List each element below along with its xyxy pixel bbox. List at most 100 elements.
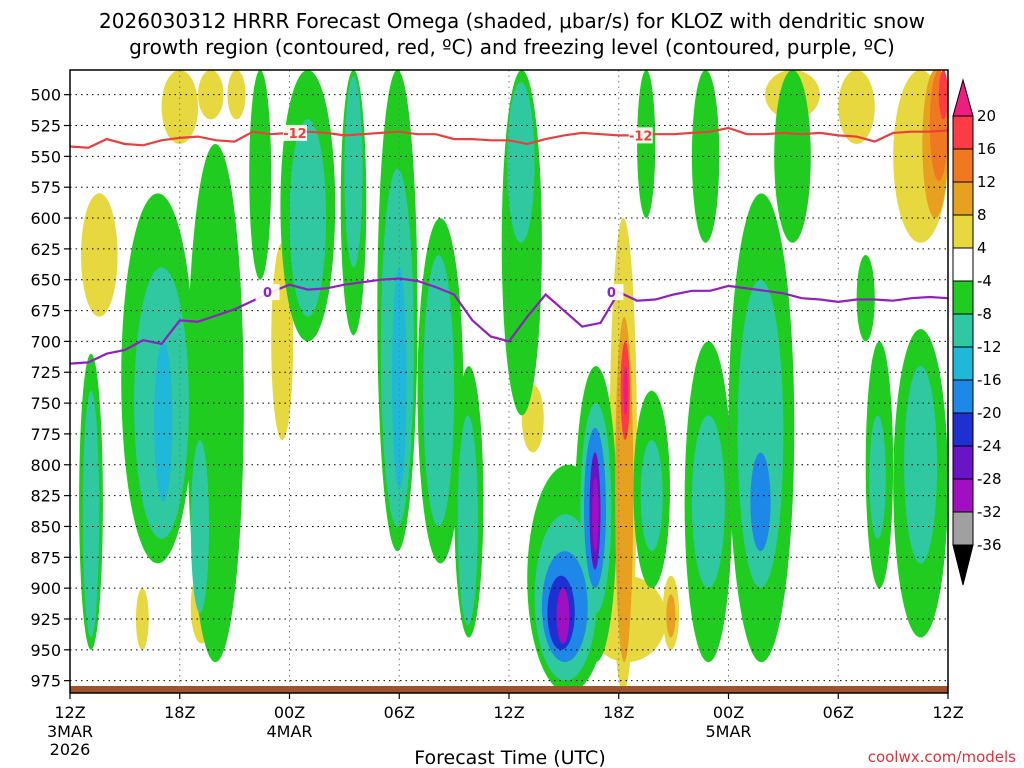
y-tick-label-12: 800 <box>30 456 61 475</box>
y-tick-label-13: 825 <box>30 487 61 506</box>
contour-line-1 <box>70 277 948 365</box>
omega-region-39 <box>344 76 363 268</box>
x-tick-label-1: 18Z <box>164 703 195 722</box>
x-tick-label-2: 00Z <box>274 703 305 722</box>
colorbar-box-8 <box>952 346 974 381</box>
y-tick-label-5: 625 <box>30 240 61 259</box>
colorbar-box-6 <box>952 280 974 315</box>
colorbar-label-10: -24 <box>977 437 1002 455</box>
y-tick-label-0: 500 <box>30 86 61 105</box>
omega-region-44 <box>82 390 100 638</box>
x-tick-label-7: 06Z <box>823 703 854 722</box>
y-tick-label-15: 875 <box>30 548 61 567</box>
omega-region-60 <box>750 452 771 552</box>
x-axis-label: Forecast Time (UTC) <box>414 747 605 768</box>
omega-region-52 <box>737 279 784 589</box>
colorbar-label-2: 12 <box>977 173 996 191</box>
omega-region-37 <box>666 594 676 638</box>
colorbar-label-12: -32 <box>977 503 1002 521</box>
y-tick-label-10: 750 <box>30 394 61 413</box>
chart-title-line1: 2026030312 HRRR Forecast Omega (shaded, … <box>99 9 925 33</box>
omega-region-50 <box>640 440 663 552</box>
y-tick-label-9: 725 <box>30 363 61 382</box>
omega-region-29 <box>691 70 720 243</box>
colorbar-box-10 <box>952 412 974 447</box>
colorbar-box-4 <box>952 214 974 249</box>
omega-region-41 <box>507 82 535 243</box>
x-year-label-0: 2026 <box>50 740 91 759</box>
omega-region-67 <box>592 477 599 552</box>
colorbar-arrow-bottom <box>952 544 974 586</box>
terrain-strip <box>70 686 948 693</box>
colorbar-box-9 <box>952 379 974 414</box>
y-tick-label-6: 650 <box>30 271 61 290</box>
omega-region-54 <box>869 415 886 539</box>
omega-region-42 <box>423 255 455 527</box>
colorbar-box-11 <box>952 445 974 480</box>
credit-text: coolwx.com/models <box>868 748 1016 766</box>
colorbar-label-3: 8 <box>977 206 987 224</box>
x-date-label-2: 4MAR <box>266 722 312 741</box>
x-date-label-6: 5MAR <box>705 722 751 741</box>
colorbar-box-3 <box>952 181 974 216</box>
colorbar-label-1: 16 <box>977 140 996 158</box>
y-tick-label-17: 925 <box>30 610 61 629</box>
omega-region-1 <box>81 193 118 317</box>
colorbar-label-6: -8 <box>977 305 992 323</box>
contour-line-0 <box>70 126 948 149</box>
omega-region-57 <box>154 341 173 502</box>
omega-shading <box>79 70 948 693</box>
colorbar-label-13: -36 <box>977 536 1002 554</box>
x-tick-label-8: 12Z <box>932 703 963 722</box>
y-tick-label-16: 900 <box>30 579 61 598</box>
colorbar-box-5 <box>952 247 974 282</box>
chart-title-line2: growth region (contoured, red, ºC) and f… <box>129 35 895 59</box>
colorbar-arrow-top <box>952 78 974 117</box>
omega-region-32 <box>774 70 811 243</box>
x-date-label-0: 3MAR <box>47 722 93 741</box>
omega-region-46 <box>190 440 209 613</box>
grid-lines <box>70 70 948 693</box>
colorbar-box-2 <box>952 148 974 183</box>
colorbar-label-7: -12 <box>977 338 1002 356</box>
omega-region-28 <box>637 70 656 218</box>
omega-region-43 <box>457 415 478 626</box>
colorbar-label-4: 4 <box>977 239 987 257</box>
contour-label-0-1: -12 <box>629 129 653 144</box>
omega-region-33 <box>856 255 875 342</box>
x-tick-label-0: 12Z <box>54 703 85 722</box>
omega-region-13 <box>838 70 875 144</box>
omega-region-2 <box>198 70 224 120</box>
y-tick-label-3: 575 <box>30 178 61 197</box>
y-tick-label-11: 775 <box>30 425 61 444</box>
contour-label-1-0: 0 <box>263 286 272 301</box>
colorbar-label-0: 20 <box>977 107 996 125</box>
y-tick-label-14: 850 <box>30 517 61 536</box>
colorbar-label-9: -20 <box>977 404 1002 422</box>
x-tick-label-5: 18Z <box>603 703 634 722</box>
y-tick-label-1: 525 <box>30 117 61 136</box>
colorbar-label-5: -4 <box>977 272 992 290</box>
y-tick-label-4: 600 <box>30 209 61 228</box>
colorbar: 20 16 12 8 4 -4 -8 -12 -16 -20 -24 -28 -32 -36 <box>952 78 1002 586</box>
omega-region-51 <box>691 415 725 589</box>
contour-label-1-1: 0 <box>607 286 616 301</box>
omega-region-53 <box>904 366 938 564</box>
y-tick-label-19: 975 <box>30 672 61 691</box>
colorbar-box-1 <box>952 115 974 150</box>
y-tick-label-18: 950 <box>30 641 61 660</box>
omega-region-64 <box>623 366 628 416</box>
isotherm-contours: -12 -12 0 0 <box>70 124 948 365</box>
x-tick-label-6: 00Z <box>713 703 744 722</box>
y-tick-label-8: 700 <box>30 332 61 351</box>
omega-region-0 <box>161 70 199 144</box>
y-tick-label-2: 550 <box>30 147 61 166</box>
colorbar-box-12 <box>952 478 974 513</box>
y-axis-ticks: 500 525 550 575 600 625 650 675 700 725 750 775 800 8… <box>30 86 70 691</box>
omega-region-62 <box>938 70 948 120</box>
colorbar-label-8: -16 <box>977 371 1002 389</box>
colorbar-box-13 <box>952 511 974 546</box>
x-tick-label-4: 12Z <box>493 703 524 722</box>
colorbar-box-7 <box>952 313 974 348</box>
